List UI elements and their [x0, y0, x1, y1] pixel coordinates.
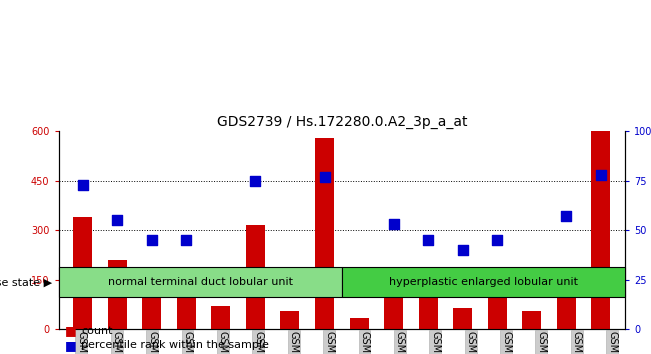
- Point: [423, 237, 434, 243]
- Bar: [59, 267, 342, 297]
- Text: normal terminal duct lobular unit: normal terminal duct lobular unit: [107, 277, 293, 287]
- Text: GSM177453: GSM177453: [607, 331, 617, 354]
- Point: [527, 275, 537, 280]
- Bar: [212, 306, 230, 329]
- Text: GSM177457: GSM177457: [182, 331, 193, 354]
- Bar: [453, 308, 472, 329]
- Text: ■: ■: [65, 325, 77, 337]
- Text: GSM177449: GSM177449: [465, 331, 476, 354]
- Bar: [591, 131, 610, 329]
- Bar: [522, 311, 541, 329]
- Text: GSM177459: GSM177459: [253, 331, 263, 354]
- Bar: [74, 217, 92, 329]
- Point: [596, 172, 606, 177]
- Bar: [281, 311, 299, 329]
- Point: [319, 174, 329, 179]
- Bar: [246, 225, 265, 329]
- Point: [561, 213, 572, 219]
- Text: GSM177460: GSM177460: [288, 331, 299, 354]
- Text: GSM177456: GSM177456: [147, 331, 157, 354]
- Text: GSM177447: GSM177447: [395, 331, 405, 354]
- Bar: [350, 318, 368, 329]
- Title: GDS2739 / Hs.172280.0.A2_3p_a_at: GDS2739 / Hs.172280.0.A2_3p_a_at: [217, 115, 467, 129]
- Point: [215, 271, 226, 276]
- Text: GSM177461: GSM177461: [324, 331, 334, 354]
- Text: count: count: [81, 326, 113, 336]
- Bar: [384, 278, 403, 329]
- Bar: [143, 286, 161, 329]
- Bar: [419, 293, 437, 329]
- Text: disease state ▶: disease state ▶: [0, 277, 52, 287]
- Text: GSM177452: GSM177452: [572, 331, 582, 354]
- Text: GSM177450: GSM177450: [501, 331, 511, 354]
- Point: [112, 217, 122, 223]
- Bar: [315, 138, 334, 329]
- Point: [146, 237, 157, 243]
- Bar: [342, 267, 625, 297]
- Point: [458, 247, 468, 253]
- Point: [354, 281, 365, 286]
- Text: GSM177454: GSM177454: [76, 331, 87, 354]
- Point: [77, 182, 88, 187]
- Text: ■: ■: [65, 339, 77, 352]
- Point: [284, 273, 295, 279]
- Point: [492, 237, 503, 243]
- Bar: [488, 285, 506, 329]
- Text: percentile rank within the sample: percentile rank within the sample: [81, 340, 270, 350]
- Text: GSM177448: GSM177448: [430, 331, 440, 354]
- Point: [389, 221, 399, 227]
- Text: hyperplastic enlarged lobular unit: hyperplastic enlarged lobular unit: [389, 277, 578, 287]
- Bar: [108, 260, 127, 329]
- Text: GSM177446: GSM177446: [359, 331, 370, 354]
- Bar: [177, 290, 196, 329]
- Text: GSM177455: GSM177455: [112, 331, 122, 354]
- Text: GSM177458: GSM177458: [218, 331, 228, 354]
- Point: [181, 237, 191, 243]
- Text: GSM177451: GSM177451: [536, 331, 546, 354]
- Point: [250, 178, 260, 183]
- Bar: [557, 275, 575, 329]
